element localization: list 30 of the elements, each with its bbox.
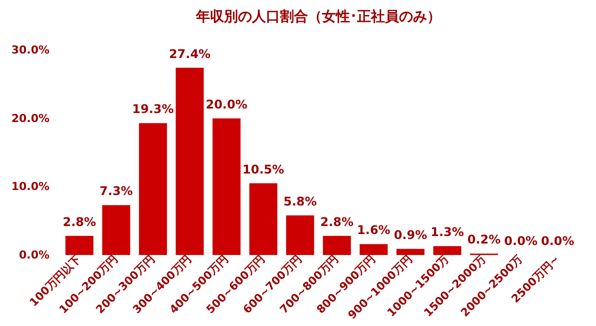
bar [212,118,241,255]
data-label: 0.9% [394,228,428,242]
data-label: 0.0% [504,234,538,248]
data-label: 27.4% [168,46,211,61]
data-label: 2.8% [320,214,354,229]
bar [138,123,167,255]
bar [249,183,278,255]
data-label: 1.3% [430,225,464,240]
bar [396,248,424,255]
data-label: 10.5% [242,162,284,176]
data-label: 1.6% [357,223,390,238]
data-label: 0.2% [467,232,501,247]
y-tick-label: 20.0% [11,112,50,125]
data-label: 7.3% [100,184,133,198]
data-label: 0.0% [540,234,574,248]
bar [65,236,94,255]
data-label: 19.3% [132,102,174,116]
y-tick-label: 10.0% [11,180,50,194]
bar [176,68,204,255]
data-label: 5.8% [283,194,317,208]
bar [360,244,388,255]
chart-title: 年収別の人口割合（女性･正社員のみ） [195,8,441,25]
bar [286,215,314,255]
data-label: 20.0% [206,97,248,112]
bar [433,246,462,255]
data-label: 2.8% [62,214,96,229]
bar [322,236,351,255]
bar [102,205,130,255]
y-tick-label: 30.0% [11,44,50,56]
y-tick-label: 0.0% [18,248,50,262]
